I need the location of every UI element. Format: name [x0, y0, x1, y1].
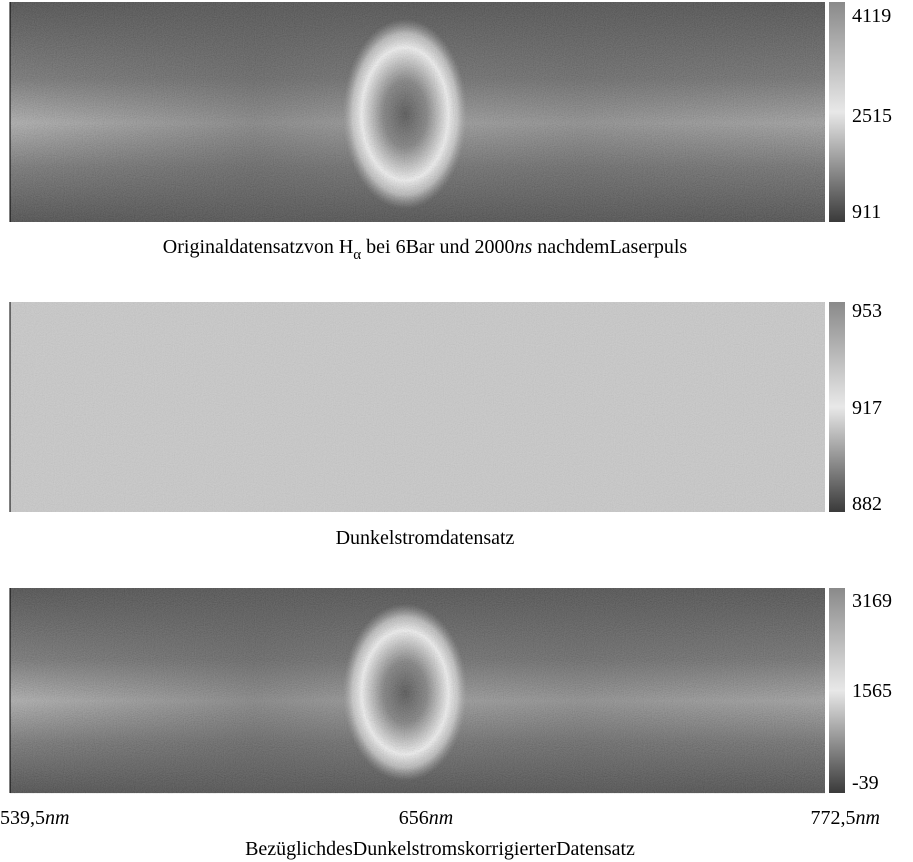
x-label: 539,5nm	[0, 807, 69, 829]
colorbar-tick: 911	[852, 201, 881, 223]
colorbar-tick: 917	[852, 397, 882, 419]
colorbar-tick: 882	[852, 493, 882, 515]
caption: Dunkelstromdatensatz	[336, 527, 515, 549]
text-part: bei 6Bar und 2000	[361, 236, 514, 258]
text-part: Dunkelstromdatensatz	[336, 527, 515, 549]
panel-original: 4119 2515 911 Originaldatensatzvon Hα be…	[9, 2, 892, 263]
colorbar-tick: 3169	[852, 590, 892, 612]
text-part: 772,5	[811, 807, 856, 829]
text-part: nm	[856, 807, 880, 829]
image	[10, 2, 825, 222]
colorbar-tick: 2515	[852, 105, 892, 127]
panel-dark: 953 917 882 Dunkelstromdatensatz	[9, 300, 882, 549]
panel-corrected: 3169 1565 -39 539,5nm 656nm 772,5nm Bezü…	[0, 588, 892, 860]
text-part: nm	[45, 807, 69, 829]
text-part: Originaldatensatzvon	[163, 236, 339, 258]
text-part: α	[353, 247, 361, 263]
caption: Originaldatensatzvon Hα bei 6Bar und 200…	[163, 236, 688, 263]
x-label: 772,5nm	[811, 807, 880, 829]
text-part: 656	[399, 807, 429, 829]
colorbar	[829, 302, 845, 512]
colorbar	[829, 588, 845, 793]
colorbar-tick: -39	[852, 772, 879, 794]
colorbar	[829, 2, 845, 222]
text-part: 539,5	[0, 807, 45, 829]
x-label: 656nm	[399, 807, 453, 829]
text-part: ns	[514, 236, 532, 258]
colorbar-tick: 4119	[852, 5, 891, 27]
colorbar-tick: 1565	[852, 680, 892, 702]
text-part: H	[339, 236, 353, 258]
colorbar-tick: 953	[852, 300, 882, 322]
caption: BezüglichdesDunkelstromskorrigierterDate…	[245, 838, 635, 860]
text-part: BezüglichdesDunkelstromskorrigierterDate…	[245, 838, 635, 860]
text-part: nachdemLaserpuls	[532, 236, 687, 258]
image	[10, 588, 825, 793]
text-part: nm	[429, 807, 453, 829]
